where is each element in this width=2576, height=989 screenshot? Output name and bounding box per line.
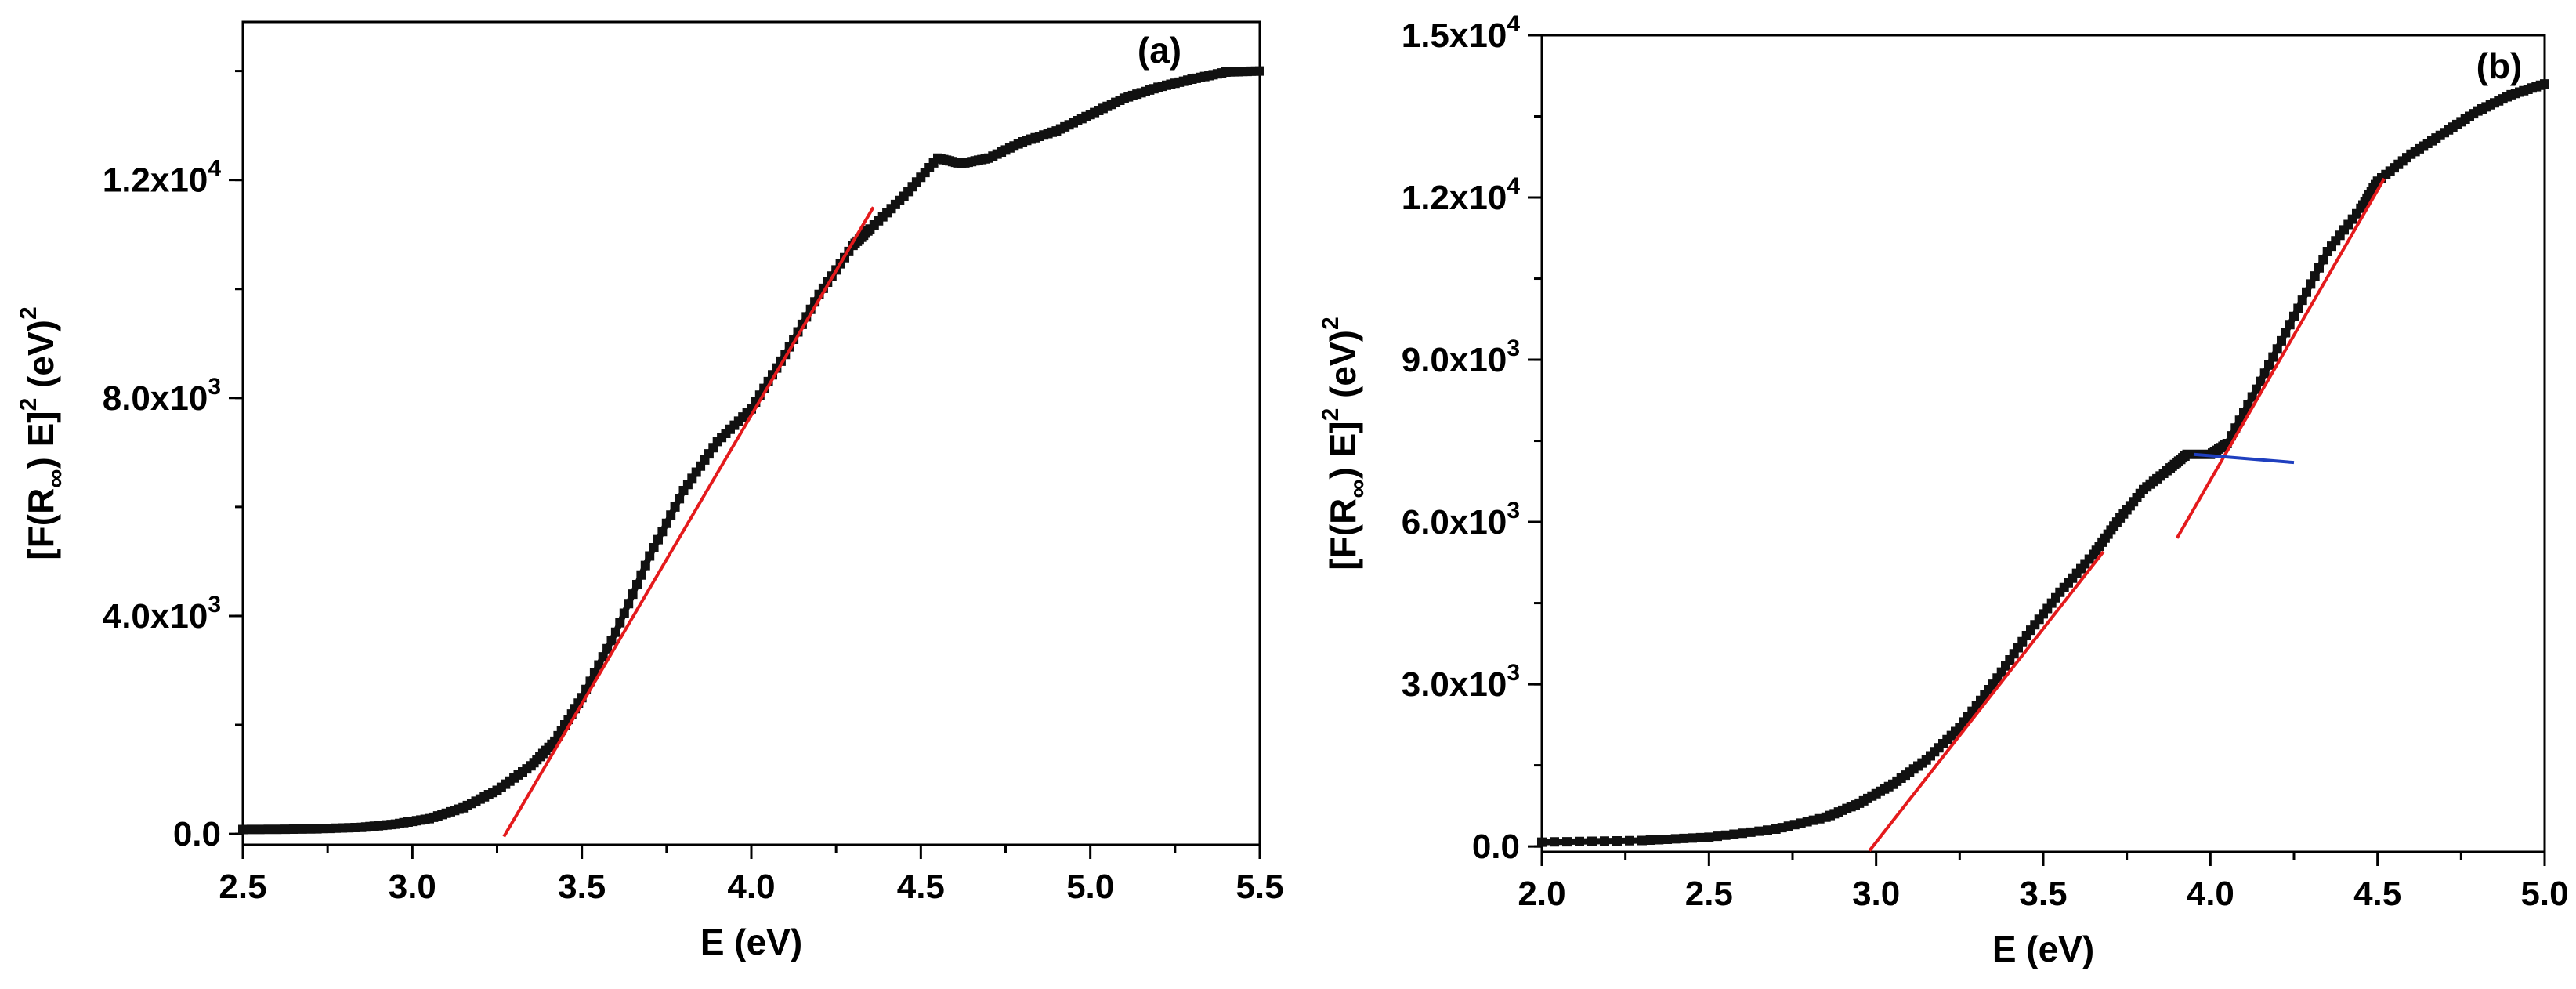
x-tick-label: 5.0 [2520,875,2568,913]
y-tick-mantissa: 6.0x10 [1402,503,1507,542]
y-tick-exponent: 3 [208,374,221,400]
y-axis-label: [F(R∞) E]2 (eV)2 [1318,317,1373,570]
y-tick-label: 4.0x103 [103,592,221,636]
y-label-text: [F(R [1322,498,1363,571]
y-tick-label: 9.0x103 [1402,335,1520,379]
linear-fit-line [1868,550,2105,852]
y-label-text: ) E] [1322,421,1363,479]
x-tick-label: 2.5 [1685,875,1733,913]
y-tick-exponent: 3 [1507,335,1520,361]
y-tick-mantissa: 1.2x10 [103,161,208,200]
y-tick-label: 6.0x103 [1402,498,1520,542]
x-tick-label: 5.5 [1236,868,1283,906]
y-label-superscript: 2 [16,398,42,411]
y-label-text: [F(R [20,488,61,560]
panel-label: (a) [1138,30,1181,71]
x-tick-label: 4.5 [897,868,945,906]
plot-frame [241,20,1261,846]
y-label-subscript: ∞ [41,469,71,487]
y-tick-mantissa: 0.0 [173,815,221,853]
y-label-superscript: 2 [1318,317,1344,330]
y-tick-exponent: 3 [208,592,221,618]
chart-panel-b: 2.0 2.5 3.0 3.5 4.0 4.5 5.00.03.0x1036.0x1039.… [1318,11,2569,969]
linear-fit-line [502,206,875,838]
x-tick-label: 3.5 [558,868,606,906]
y-label-superscript: 2 [1318,408,1344,422]
x-tick-label: 5.0 [1066,868,1114,906]
y-tick-label: 1.2x104 [103,156,222,200]
data-series-line [242,67,1261,833]
y-tick-exponent: 4 [1507,173,1520,199]
x-tick-label: 2.0 [1518,875,1565,913]
y-tick-mantissa: 8.0x10 [103,379,208,418]
data-series-markers [1537,79,2549,847]
y-tick-exponent: 4 [208,156,221,182]
y-tick-mantissa: 4.0x10 [103,597,208,636]
y-label-superscript: 2 [16,306,42,320]
y-tick-exponent: 4 [1507,11,1520,37]
x-axis-label: E (eV) [1992,929,2094,969]
y-tick-mantissa: 0.0 [1472,828,1520,866]
y-tick-label: 1.5x104 [1402,11,1521,55]
y-label-subscript: ∞ [1343,479,1373,498]
panel-label: (b) [2477,45,2523,86]
y-tick-mantissa: 1.5x10 [1402,16,1507,55]
y-tick-mantissa: 3.0x10 [1402,665,1507,704]
x-tick-label: 4.0 [727,868,775,906]
x-tick-label: 3.5 [2019,875,2067,913]
y-tick-label: 8.0x103 [103,374,221,418]
y-label-text: ) E] [20,411,61,469]
y-tick-label: 3.0x103 [1402,660,1520,704]
y-tick-mantissa: 9.0x10 [1402,341,1507,379]
x-axis-label: E (eV) [700,922,802,962]
y-label-text: (eV) [20,320,61,398]
y-label-text: (eV) [1322,330,1363,408]
y-tick-exponent: 3 [1507,660,1520,686]
chart-panel-a: 2.5 3.0 3.5 4.0 4.5 5.0 5.50.04.0x1038.0x1031.… [16,20,1284,962]
linear-fit-line [2175,177,2386,539]
x-tick-label: 2.5 [219,868,266,906]
y-tick-label: 1.2x104 [1402,173,1521,217]
plot-frame [1540,34,2546,853]
y-tick-label: 0.0 [1472,828,1520,866]
data-series-line [1541,81,2546,846]
x-tick-label: 3.0 [1852,875,1900,913]
x-tick-label: 4.0 [2187,875,2234,913]
y-tick-label: 0.0 [173,815,221,853]
x-tick-label: 3.0 [389,868,436,906]
y-axis-label: [F(R∞) E]2 (eV)2 [16,306,71,560]
x-tick-label: 4.5 [2353,875,2401,913]
y-tick-exponent: 3 [1507,498,1520,523]
baseline-fit-line [2193,452,2295,465]
data-series-markers [238,66,1264,835]
y-tick-mantissa: 1.2x10 [1402,179,1507,217]
